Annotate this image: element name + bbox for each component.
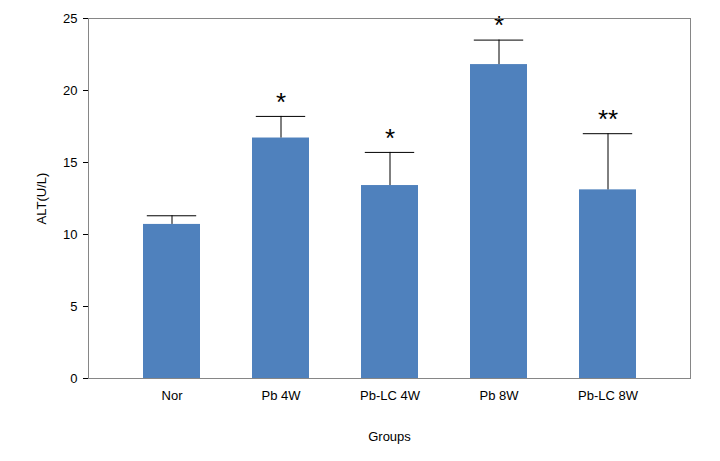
svg-text:5: 5	[70, 299, 77, 314]
svg-text:ALT(U/L): ALT(U/L)	[34, 173, 49, 225]
svg-text:Pb 8W: Pb 8W	[479, 388, 519, 403]
svg-text:**: **	[598, 104, 618, 134]
svg-text:Groups: Groups	[368, 429, 411, 444]
svg-text:Nor: Nor	[162, 388, 184, 403]
svg-text:*: *	[276, 87, 286, 117]
svg-text:Pb-LC 8W: Pb-LC 8W	[578, 388, 639, 403]
svg-text:0: 0	[70, 371, 77, 386]
svg-text:10: 10	[63, 227, 77, 242]
svg-text:Pb 4W: Pb 4W	[261, 388, 301, 403]
svg-text:Pb-LC 4W: Pb-LC 4W	[360, 388, 421, 403]
svg-text:15: 15	[63, 155, 77, 170]
svg-text:*: *	[385, 123, 395, 153]
svg-text:20: 20	[63, 83, 77, 98]
svg-text:25: 25	[63, 11, 77, 26]
svg-text:*: *	[494, 10, 504, 40]
